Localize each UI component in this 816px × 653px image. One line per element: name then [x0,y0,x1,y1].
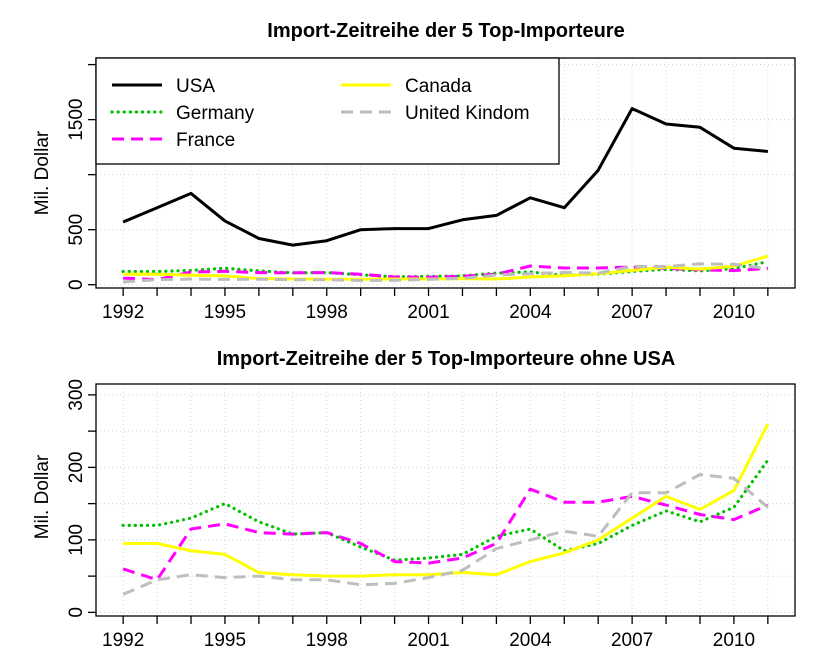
x-tick-label: 2007 [611,630,653,651]
y-tick-label: 0 [66,279,87,290]
y-tick-label: 1500 [66,98,87,140]
x-tick-label: 2001 [407,630,449,651]
x-tick-label: 2007 [611,302,653,323]
series-line-united-kindom [123,262,769,284]
x-tick-label: 1992 [102,630,144,651]
series-line-united-kindom [122,473,769,596]
x-tick-label: 1995 [204,630,246,651]
series-line-germany [121,458,770,562]
legend-label: Canada [405,76,472,97]
chart-1-title: Import-Zeitreihe der 5 Top-Importeure [267,20,624,42]
series-line-usa [122,107,769,247]
y-tick-label: 200 [66,452,87,484]
chart-2-plot-area: 1992 1995 1998 2001 2004 2007 2010 0 100 200 300 [66,379,796,651]
x-tick-label: 2004 [509,630,552,651]
x-tick-label: 2010 [713,302,755,323]
legend-label: France [176,130,235,151]
x-tick-label: 2004 [509,302,552,323]
x-tick-label: 1995 [204,302,246,323]
x-tick-label: 1998 [306,630,348,651]
y-tick-label: 100 [66,524,87,556]
y-tick-label: 300 [66,379,87,411]
x-tick-label: 1998 [306,302,348,323]
x-tick-label: 2001 [407,302,449,323]
chart-1-y-axis-label: Mil. Dollar [32,130,53,215]
y-tick-label: 0 [66,607,87,618]
chart-2-title: Import-Zeitreihe der 5 Top-Importeure oh… [217,348,676,370]
plot-frame [95,383,796,617]
legend-box [95,57,560,165]
chart-1-plot-area: 1992 1995 1998 2001 2004 2007 2010 0 500 1500 USA G… [66,57,796,323]
chart-2-y-axis-label: Mil. Dollar [32,454,53,539]
series-line-canada [123,423,770,578]
x-tick-label: 2010 [713,630,755,651]
legend-label: United Kindom [405,103,530,124]
legend-label: USA [176,76,215,97]
series-line-france [122,487,769,582]
legend-label: Germany [176,103,255,124]
legend: USA Germany France Canada United Kindom [95,57,560,165]
y-tick-label: 500 [66,214,87,246]
x-tick-label: 1992 [102,302,144,323]
